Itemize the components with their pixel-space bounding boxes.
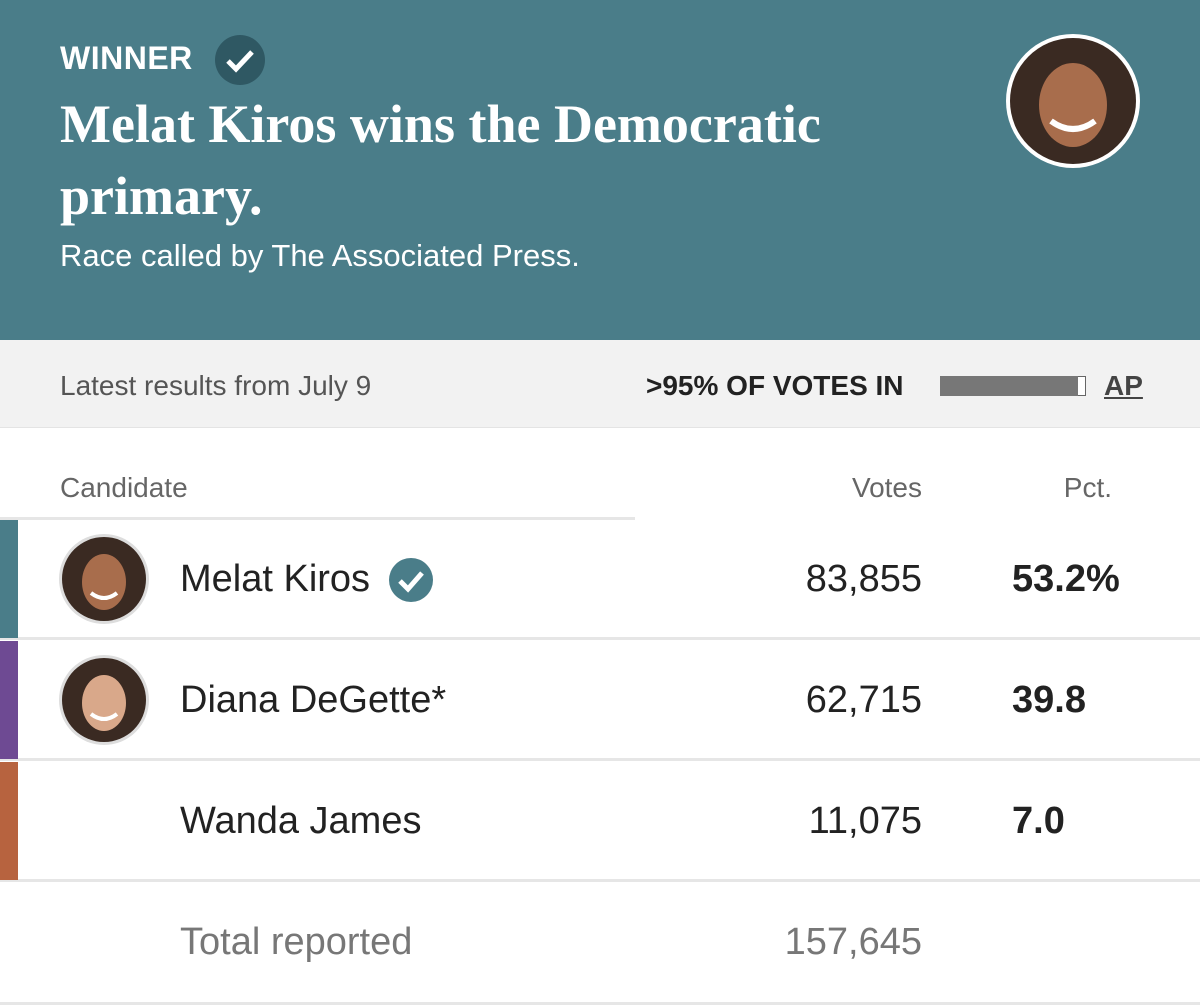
vote-pct: 39.8 (1012, 679, 1086, 721)
column-header: Votes (851, 472, 922, 503)
check-icon (215, 35, 265, 85)
column-header: Pct. (1063, 472, 1112, 503)
headline: Melat Kiros wins the Democratic primary. (60, 94, 821, 226)
party-strip (0, 762, 18, 880)
party-strip (0, 641, 18, 759)
progress-fill (940, 376, 1078, 396)
column-header: Candidate (60, 472, 188, 503)
vote-count: 62,715 (805, 679, 922, 721)
winner-label: WINNER (60, 40, 193, 76)
candidate-photo (1006, 34, 1140, 168)
result-row (0, 641, 1200, 761)
candidate-photo (58, 654, 150, 746)
vote-pct: 7.0 (1012, 800, 1065, 842)
candidate-name: Diana DeGette* (180, 679, 447, 721)
latest-results: Latest results from July 9 (60, 370, 372, 401)
divider (0, 517, 635, 520)
total-label: Total reported (180, 921, 413, 963)
vote-count: 83,855 (805, 558, 922, 600)
result-row (0, 520, 1200, 640)
party-strip (0, 520, 18, 638)
total-row (0, 883, 1200, 1005)
result-row (0, 762, 1200, 882)
votes-in: >95% OF VOTES IN (646, 370, 904, 401)
total-votes: 157,645 (784, 921, 922, 963)
candidate-name: Wanda James (180, 800, 422, 842)
vote-pct: 53.2% (1012, 558, 1120, 600)
subtitle: Race called by The Associated Press. (60, 238, 580, 273)
winner-banner (0, 0, 1200, 340)
winner-check (388, 557, 434, 603)
candidate-photo (58, 533, 150, 625)
candidate-name: Melat Kiros (180, 558, 371, 600)
vote-count: 11,075 (808, 800, 922, 842)
source-link[interactable]: AP (1104, 370, 1143, 401)
